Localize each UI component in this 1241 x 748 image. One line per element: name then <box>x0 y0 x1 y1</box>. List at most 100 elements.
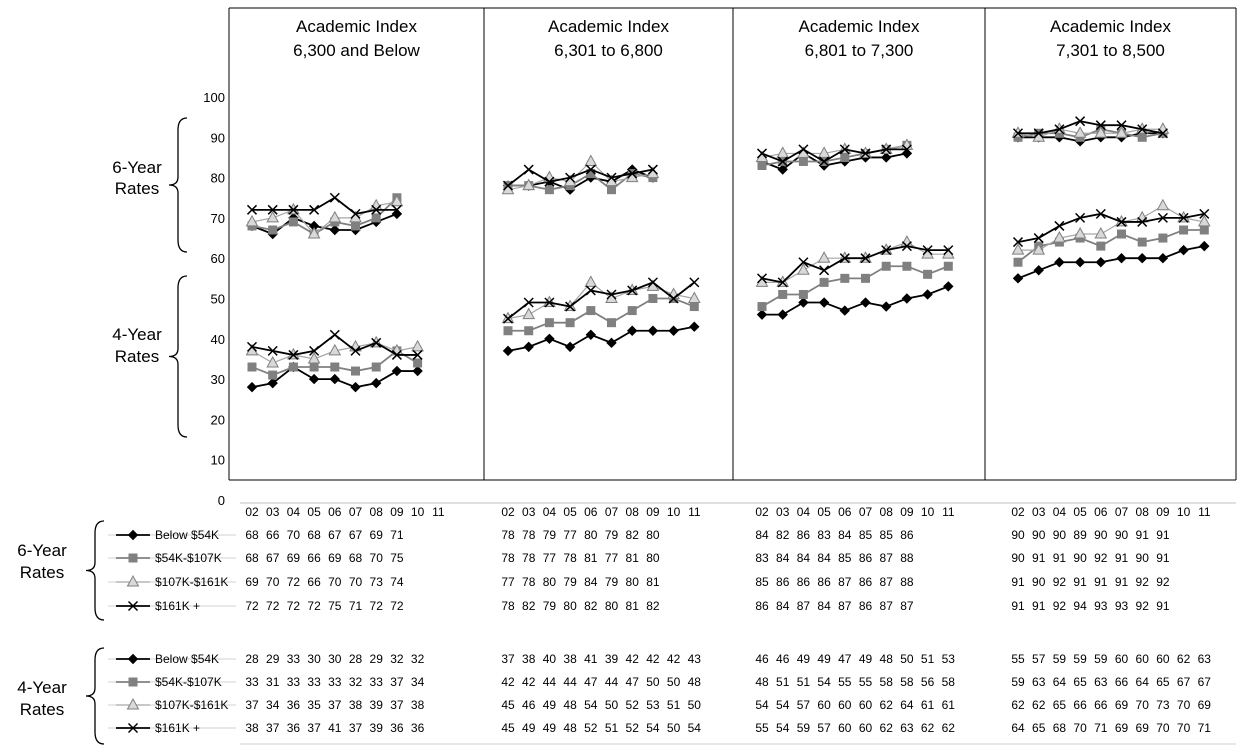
table-cell: 70 <box>1177 721 1191 735</box>
table-cell: 30 <box>307 652 321 666</box>
x-tick-label: 04 <box>287 505 301 519</box>
x-tick-label: 07 <box>859 505 873 519</box>
table-cell: 68 <box>1053 721 1067 735</box>
table-cell: 69 <box>287 551 301 565</box>
x-tick-label: 10 <box>921 505 935 519</box>
x-tick-label: 09 <box>900 505 914 519</box>
table-cell: 74 <box>390 575 404 589</box>
table-cell: 73 <box>370 575 384 589</box>
table-cell: 48 <box>880 652 894 666</box>
table-cell: 33 <box>245 675 259 689</box>
table-cell: 81 <box>626 551 640 565</box>
table-cell: 78 <box>501 551 515 565</box>
table-cell: 84 <box>817 551 831 565</box>
x-tick-label: 04 <box>1053 505 1067 519</box>
data-point <box>523 341 534 353</box>
data-point <box>1199 240 1210 252</box>
table-cell: 94 <box>1073 599 1087 613</box>
table-six-year-label-top: 6-Year <box>17 541 67 560</box>
table-cell: 52 <box>626 698 640 712</box>
data-point <box>267 204 278 215</box>
table-cell: 91 <box>1011 599 1025 613</box>
data-point <box>268 225 278 235</box>
table-cell: 91 <box>1115 551 1129 565</box>
y-tick-label: 30 <box>211 372 225 387</box>
six-year-brace <box>168 117 188 253</box>
table-cell: 32 <box>349 675 363 689</box>
table-cell: 80 <box>646 551 660 565</box>
table-cell: 64 <box>1136 675 1150 689</box>
y-tick-label: 40 <box>211 332 225 347</box>
table-cell: 32 <box>411 652 425 666</box>
legend-marker <box>127 722 139 734</box>
data-point <box>689 277 700 288</box>
data-point <box>776 146 790 158</box>
data-point <box>1032 243 1046 255</box>
table-cell: 60 <box>838 698 852 712</box>
panel-title-line1: Academic Index <box>1050 17 1171 36</box>
table-cell: 72 <box>287 575 301 589</box>
table-cell: 44 <box>605 675 619 689</box>
data-point <box>564 341 576 353</box>
legend-series-label: $107K-$161K <box>155 698 228 712</box>
x-tick-label: 07 <box>349 505 363 519</box>
data-point <box>839 253 850 264</box>
data-point <box>861 273 870 283</box>
table-cell: 79 <box>605 575 619 589</box>
table-cell: 34 <box>411 675 425 689</box>
x-tick-label: 09 <box>1156 505 1170 519</box>
table-cell: 87 <box>838 599 852 613</box>
data-point <box>586 306 596 316</box>
data-point <box>565 301 576 312</box>
data-point <box>881 144 892 155</box>
data-point <box>607 185 616 195</box>
table-cell: 42 <box>626 652 640 666</box>
data-point <box>351 221 360 231</box>
data-point <box>817 146 831 158</box>
table-cell: 90 <box>1032 528 1046 542</box>
table-cell: 79 <box>563 575 577 589</box>
table-cell: 37 <box>501 652 515 666</box>
table-cell: 91 <box>1032 551 1046 565</box>
table-cell: 78 <box>501 528 515 542</box>
table-cell: 62 <box>1011 698 1025 712</box>
data-point <box>777 277 788 288</box>
data-point <box>288 217 298 227</box>
data-point <box>502 313 514 324</box>
x-tick-label: 02 <box>501 505 515 519</box>
table-cell: 70 <box>328 575 342 589</box>
table-cell: 38 <box>522 652 536 666</box>
table-cell: 65 <box>1032 721 1046 735</box>
table-cell: 90 <box>1115 528 1129 542</box>
x-tick-label: 09 <box>390 505 404 519</box>
table-cell: 86 <box>859 599 873 613</box>
data-point <box>350 208 361 219</box>
panel-title-line2: 6,300 and Below <box>293 41 420 60</box>
table-cell: 42 <box>501 675 515 689</box>
series-line-six-year-panel3-s4 <box>761 148 907 163</box>
table-cell: 91 <box>1073 575 1087 589</box>
table-cell: 67 <box>1198 675 1212 689</box>
table-cell: 46 <box>755 652 769 666</box>
table-cell: 80 <box>584 528 598 542</box>
data-point <box>329 329 340 340</box>
table-cell: 63 <box>1032 675 1046 689</box>
data-point <box>1137 132 1147 142</box>
table-cell: 55 <box>859 675 873 689</box>
table-cell: 85 <box>838 551 852 565</box>
panel-title-line1: Academic Index <box>799 17 920 36</box>
data-point <box>308 373 320 385</box>
data-point <box>391 349 402 360</box>
data-point <box>778 289 788 299</box>
table-cell: 78 <box>522 551 536 565</box>
panel-title-line2: 6,301 to 6,800 <box>554 41 663 60</box>
table-cell: 78 <box>522 528 536 542</box>
table-cell: 51 <box>667 698 681 712</box>
table-cell: 50 <box>688 698 702 712</box>
table-cell: 80 <box>626 575 640 589</box>
data-point <box>860 253 871 264</box>
table-cell: 47 <box>838 652 852 666</box>
data-point <box>798 156 808 166</box>
table-cell: 42 <box>667 652 681 666</box>
table-cell: 44 <box>543 675 557 689</box>
